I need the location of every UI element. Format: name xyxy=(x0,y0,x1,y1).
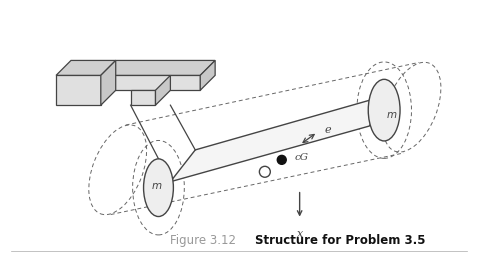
Polygon shape xyxy=(101,60,215,75)
Polygon shape xyxy=(170,93,394,182)
Polygon shape xyxy=(56,75,101,105)
Text: x: x xyxy=(296,230,303,239)
Text: e: e xyxy=(325,125,331,135)
Circle shape xyxy=(277,155,286,164)
Polygon shape xyxy=(101,60,116,105)
Text: m: m xyxy=(152,181,162,191)
Polygon shape xyxy=(155,75,170,105)
Polygon shape xyxy=(101,75,200,90)
Text: Structure for Problem 3.5: Structure for Problem 3.5 xyxy=(255,234,425,247)
Ellipse shape xyxy=(368,79,400,141)
Text: Figure 3.12: Figure 3.12 xyxy=(170,234,237,247)
Polygon shape xyxy=(130,90,155,105)
Circle shape xyxy=(260,166,271,177)
Polygon shape xyxy=(200,60,215,90)
Text: m: m xyxy=(387,110,397,120)
Polygon shape xyxy=(56,60,116,75)
Ellipse shape xyxy=(143,159,174,217)
Text: cG: cG xyxy=(294,153,309,162)
